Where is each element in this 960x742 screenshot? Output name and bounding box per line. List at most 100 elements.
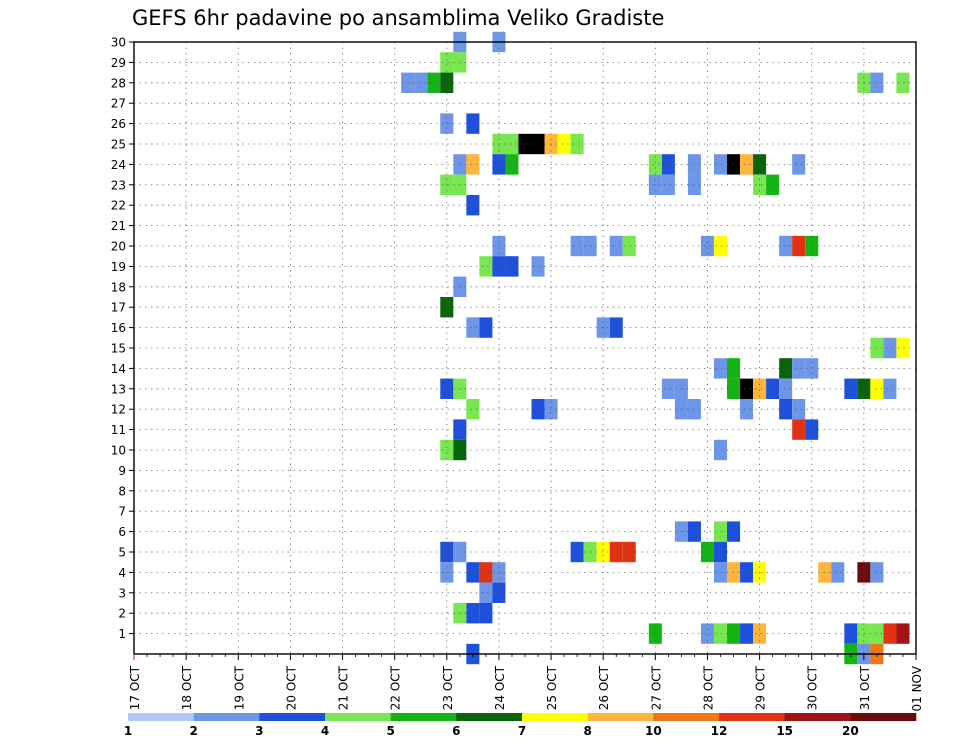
- precip-cell: [427, 72, 441, 93]
- x-axis: 17 OCT 18 OCT 19 OCT 20 OCT 21 OCT 22 OCT 23 O…: [128, 654, 924, 712]
- colorbar-label: 4: [321, 724, 329, 738]
- y-tick-label: 26: [111, 117, 126, 131]
- colorbar: 1 2 3 4 5 6 7 8 10 12 15 20: [124, 713, 917, 738]
- precip-cell: [713, 154, 728, 175]
- precip-cell: [661, 174, 675, 195]
- y-tick-label: 17: [111, 301, 126, 315]
- precip-cell: [531, 256, 545, 277]
- precip-cell: [870, 623, 884, 644]
- x-tick-label: 26 OCT: [597, 665, 611, 710]
- precip-cell: [440, 113, 454, 134]
- colorbar-swatch: [390, 713, 457, 721]
- colorbar-swatch: [719, 713, 785, 721]
- precip-cell: [518, 133, 532, 155]
- precip-cell: [479, 562, 493, 583]
- precip-cell: [713, 235, 728, 257]
- precip-cell: [870, 337, 884, 359]
- precip-cell: [557, 133, 571, 155]
- precip-cell: [531, 399, 545, 420]
- y-tick-label: 3: [118, 586, 126, 600]
- colorbar-swatch: [587, 713, 654, 721]
- y-tick-label: 2: [118, 607, 126, 621]
- precip-cell: [700, 235, 714, 257]
- precip-cell: [883, 337, 897, 359]
- chart-title: GEFS 6hr padavine po ansamblima Veliko G…: [132, 6, 664, 30]
- precip-cell: [740, 378, 754, 399]
- colorbar-swatch: [128, 713, 194, 721]
- colorbar-label: 12: [711, 724, 728, 738]
- precip-cell: [414, 72, 428, 93]
- y-tick-label: 13: [111, 382, 126, 396]
- precip-cell: [479, 317, 493, 338]
- precip-cell: [870, 562, 884, 583]
- colorbar-label: 5: [386, 724, 394, 738]
- colorbar-label: 7: [518, 724, 526, 738]
- precip-cell: [440, 52, 454, 73]
- precip-cell: [896, 337, 910, 359]
- colorbar-swatch: [325, 713, 391, 721]
- y-tick-label: 27: [111, 97, 126, 111]
- precip-cell: [805, 419, 819, 440]
- colorbar-swatch: [850, 713, 917, 721]
- y-tick-label: 22: [111, 199, 126, 213]
- y-tick-label: 20: [111, 240, 126, 254]
- colorbar-label: 8: [583, 724, 591, 738]
- precip-cell: [883, 623, 897, 644]
- x-tick-label: 19 OCT: [232, 665, 246, 710]
- precip-cell: [713, 439, 728, 461]
- precip-cell: [648, 623, 662, 644]
- precip-cell: [466, 562, 480, 583]
- y-tick-label: 6: [118, 525, 126, 539]
- precip-cell: [505, 256, 519, 277]
- x-tick-label: 22 OCT: [389, 665, 403, 710]
- precip-cell: [570, 235, 584, 257]
- precip-cell: [609, 235, 623, 257]
- y-tick-label: 25: [111, 138, 126, 152]
- x-tick-label: 18 OCT: [180, 665, 194, 710]
- x-tick-label: 01 NOV: [910, 665, 924, 711]
- precip-cell: [687, 154, 701, 175]
- x-tick-label: 24 OCT: [493, 665, 507, 710]
- y-tick-label: 19: [111, 260, 126, 274]
- precip-cell: [792, 154, 806, 175]
- precip-cell: [844, 623, 858, 644]
- precip-cell: [622, 235, 636, 257]
- y-tick-label: 21: [111, 219, 126, 233]
- precip-cell: [505, 154, 519, 175]
- precip-cell: [570, 133, 584, 155]
- colorbar-label: 3: [255, 724, 263, 738]
- colorbar-swatch: [193, 713, 260, 721]
- y-tick-label: 7: [118, 505, 126, 519]
- precip-cell: [753, 623, 767, 644]
- precip-cell: [440, 378, 454, 399]
- colorbar-label: 6: [452, 724, 460, 738]
- y-tick-label: 23: [111, 178, 126, 192]
- precip-cell: [609, 317, 623, 338]
- y-tick-label: 28: [111, 76, 126, 90]
- y-tick-label: 16: [111, 321, 126, 335]
- precip-cell: [896, 623, 910, 644]
- precip-cell: [792, 399, 806, 420]
- precip-cell: [479, 582, 493, 603]
- y-tick-label: 1: [118, 627, 126, 641]
- colorbar-swatch: [522, 713, 588, 721]
- precip-cell: [740, 623, 754, 644]
- x-tick-label: 20 OCT: [284, 665, 298, 710]
- colorbar-swatch: [653, 713, 720, 721]
- precip-cell: [596, 541, 610, 563]
- precip-cell: [870, 72, 884, 93]
- colorbar-swatch: [784, 713, 851, 721]
- precip-cell: [466, 154, 480, 175]
- x-tick-label: 17 OCT: [128, 665, 142, 710]
- y-tick-label: 5: [118, 546, 126, 560]
- precip-cell: [792, 419, 806, 440]
- precip-cell: [753, 378, 767, 399]
- precip-cell: [687, 174, 701, 195]
- precip-cell: [740, 399, 754, 420]
- precip-cell: [779, 378, 793, 399]
- precip-cell: [713, 541, 728, 563]
- y-tick-label: 15: [111, 342, 126, 356]
- colorbar-label: 2: [189, 724, 197, 738]
- precip-cell: [713, 358, 728, 379]
